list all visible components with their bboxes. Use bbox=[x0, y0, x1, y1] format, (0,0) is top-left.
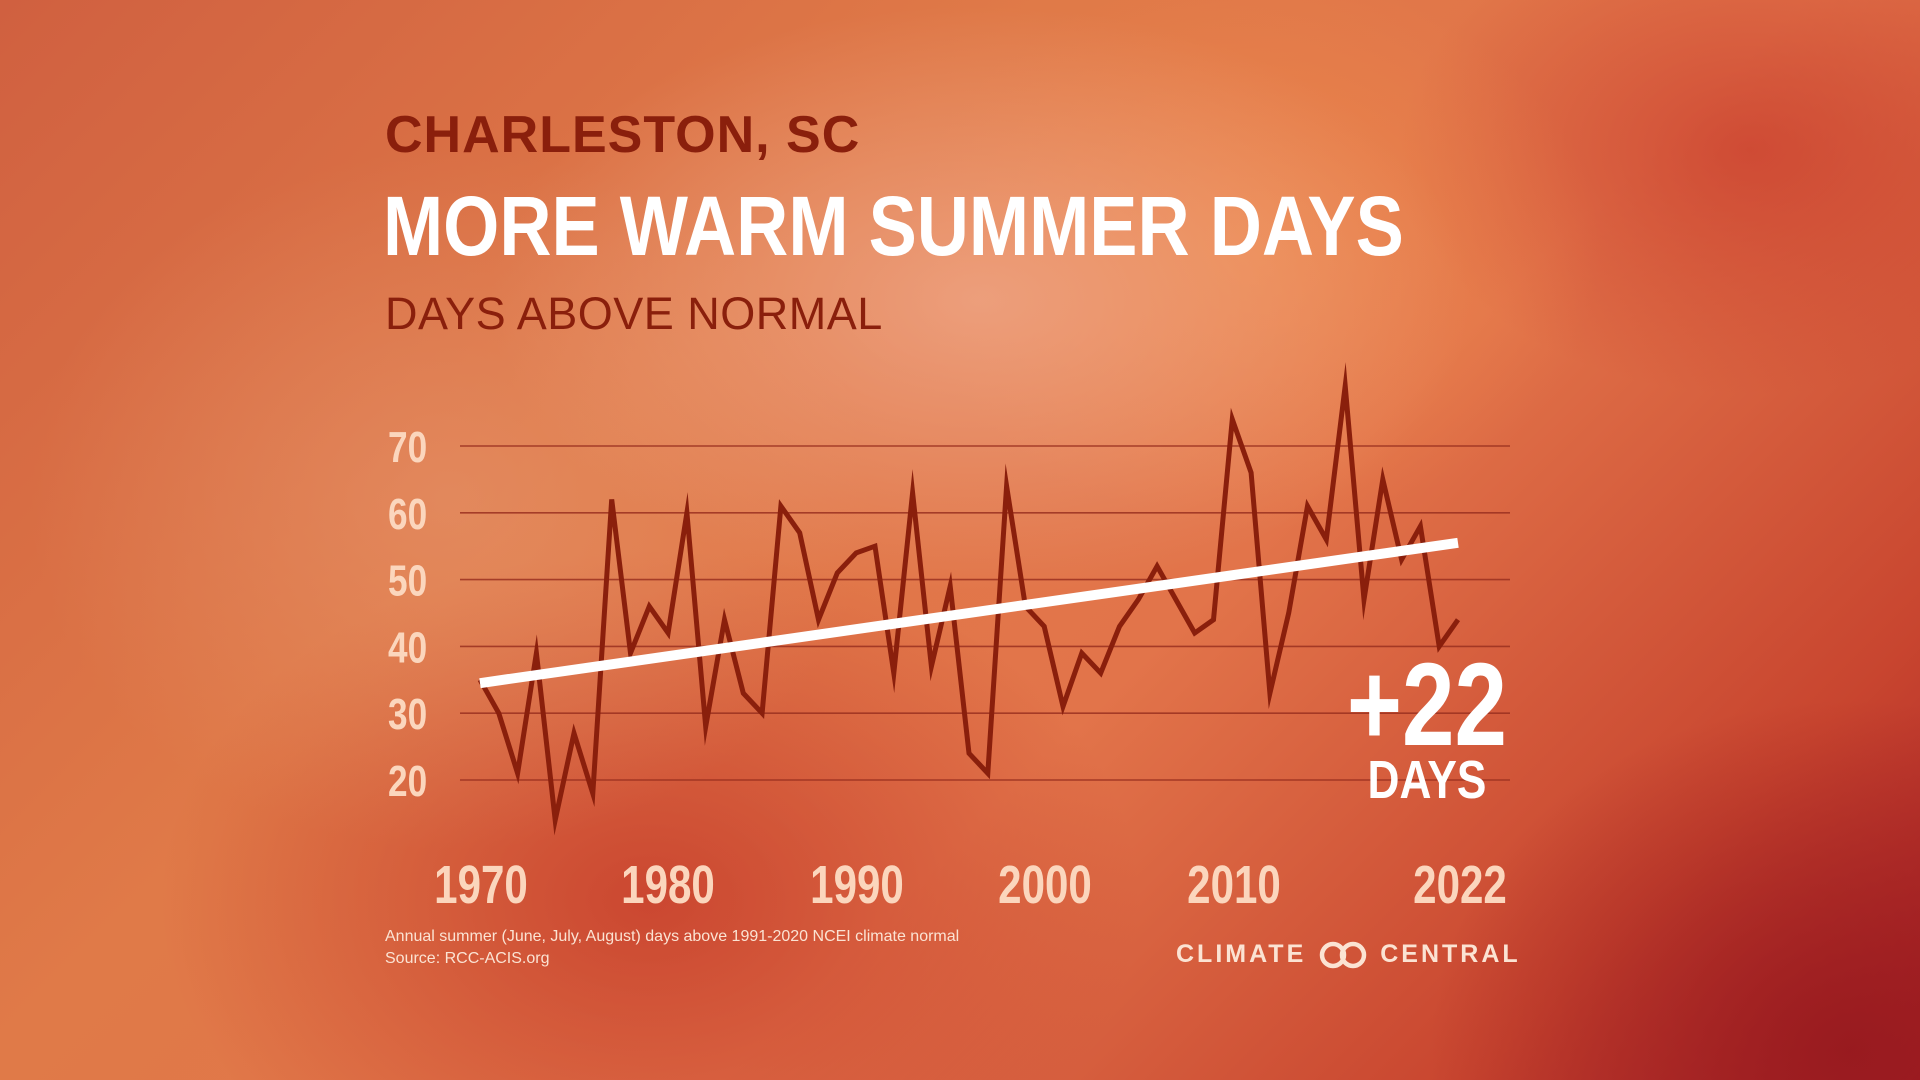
x-tick-label: 2022 bbox=[1413, 855, 1507, 915]
data-series bbox=[477, 362, 1461, 836]
x-tick-label: 1980 bbox=[621, 855, 715, 915]
headline: MORE WARM SUMMER DAYS bbox=[383, 179, 1404, 273]
footnote-source: Source: RCC-ACIS.org bbox=[385, 950, 550, 967]
x-tick-label: 1990 bbox=[810, 855, 904, 915]
x-tick-label: 1970 bbox=[434, 855, 528, 915]
y-axis-ticks: 20 30 40 50 60 70 bbox=[388, 423, 427, 806]
x-tick-label: 2010 bbox=[1187, 855, 1281, 915]
climate-central-logo: CLIMATE CENTRAL bbox=[1176, 940, 1521, 969]
footnote: Annual summer (June, July, August) days … bbox=[385, 926, 959, 970]
y-tick-label: 60 bbox=[388, 490, 427, 539]
y-tick-label: 30 bbox=[388, 691, 427, 740]
y-tick-label: 20 bbox=[388, 757, 427, 806]
x-axis-ticks: 1970 1980 1990 2000 2010 2022 bbox=[434, 855, 1507, 915]
logo-rings-icon bbox=[1320, 941, 1367, 968]
trend-series bbox=[479, 537, 1459, 689]
y-tick-label: 70 bbox=[388, 423, 427, 472]
footnote-description: Annual summer (June, July, August) days … bbox=[385, 928, 960, 945]
y-tick-label: 50 bbox=[388, 557, 427, 606]
city-title: CHARLESTON, SC bbox=[385, 106, 861, 164]
logo-text-left: CLIMATE bbox=[1176, 940, 1307, 968]
trend-line bbox=[479, 537, 1459, 689]
y-tick-label: 40 bbox=[388, 624, 427, 673]
callout-unit: DAYS bbox=[1368, 750, 1487, 810]
chart-subtitle: DAYS ABOVE NORMAL bbox=[385, 288, 883, 339]
logo-text-right: CENTRAL bbox=[1380, 940, 1521, 968]
series-line-days-above-normal bbox=[477, 362, 1461, 836]
x-tick-label: 2000 bbox=[998, 855, 1092, 915]
callout-value: +22 bbox=[1347, 638, 1507, 771]
